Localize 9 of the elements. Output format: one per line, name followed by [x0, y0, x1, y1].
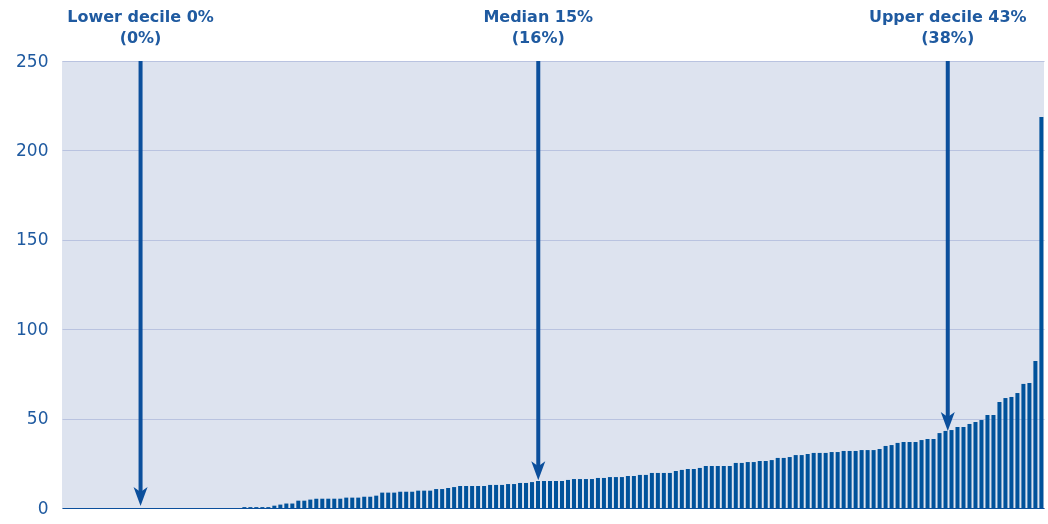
y-tick-label: 200: [16, 139, 49, 160]
text: Median 15% (16%): [483, 6, 594, 48]
y-tick-label: 100: [16, 318, 49, 339]
text: Lower decile 0% (0%): [67, 6, 214, 48]
y-tick-label: 50: [26, 408, 49, 429]
text: Upper decile 43% (38%): [868, 6, 1027, 48]
y-tick-label: 150: [16, 229, 49, 250]
y-tick-label: 250: [16, 50, 49, 71]
y-tick-label: 0: [37, 497, 49, 518]
